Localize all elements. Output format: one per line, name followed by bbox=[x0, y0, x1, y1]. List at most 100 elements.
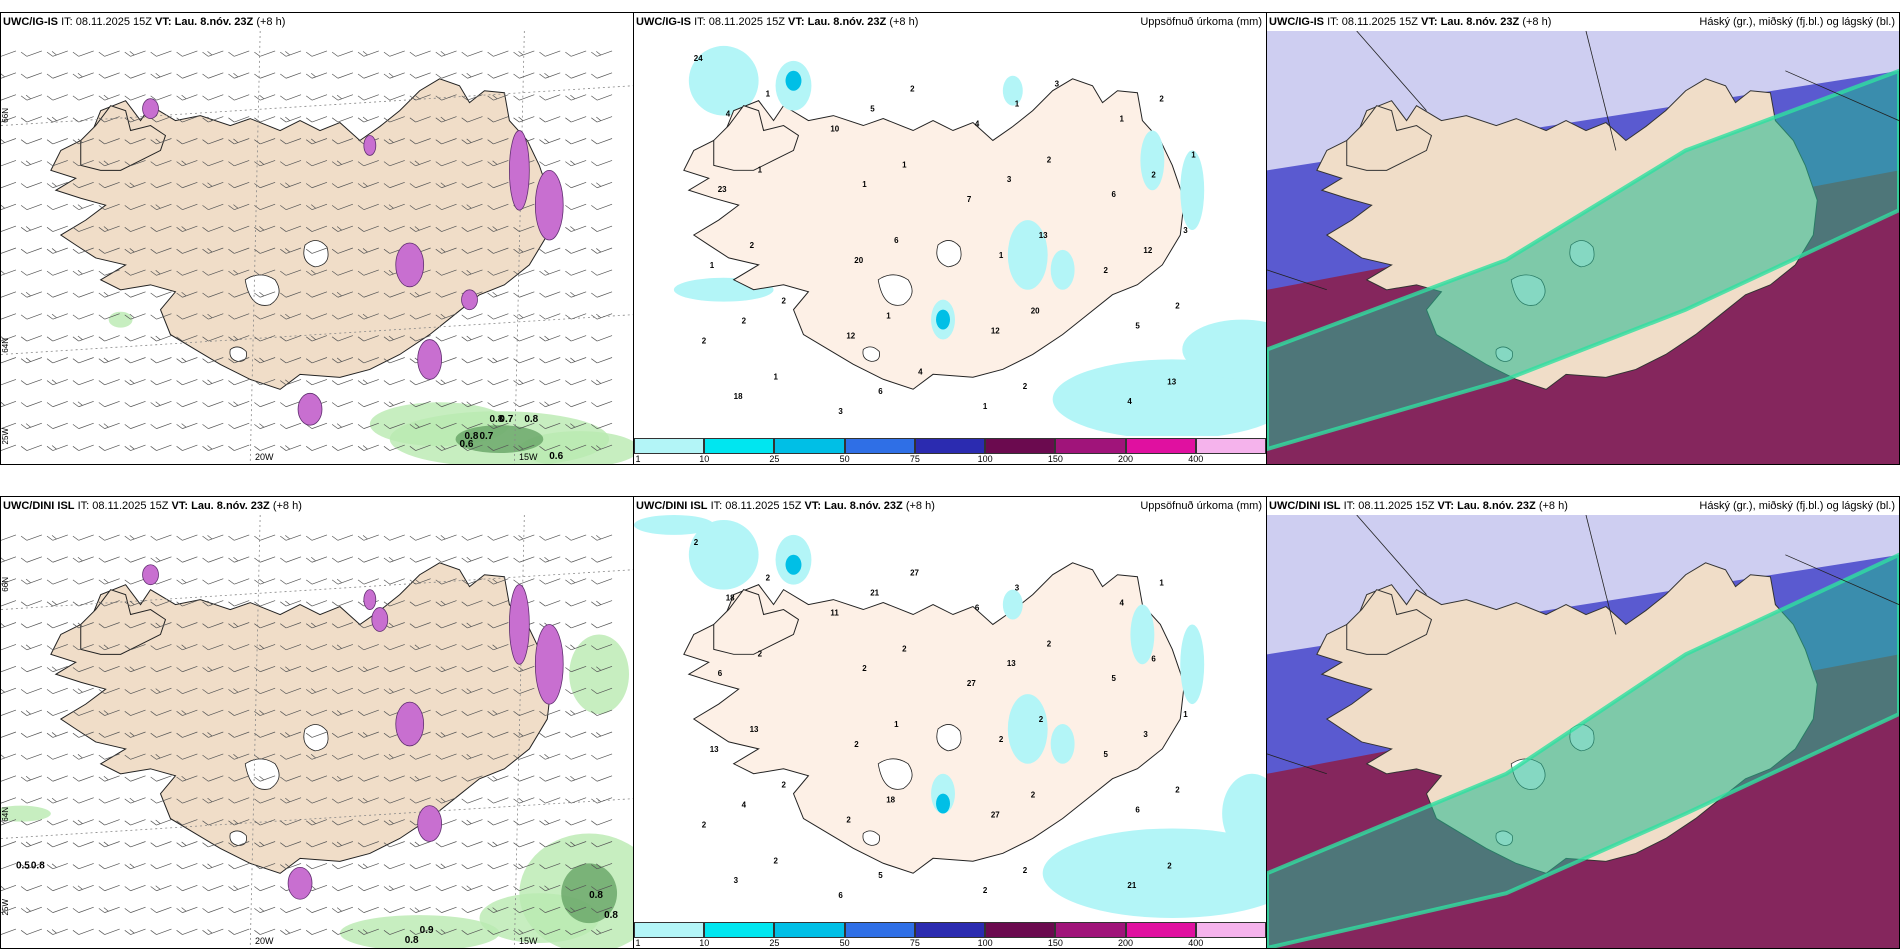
wind-barb bbox=[565, 928, 587, 935]
wind-barb bbox=[124, 665, 146, 673]
wind-barb bbox=[254, 400, 276, 408]
wind-barb bbox=[409, 600, 431, 607]
wind-barb bbox=[1, 644, 17, 651]
lat-label-64n: 64N bbox=[1, 338, 10, 353]
wind-barb bbox=[72, 819, 94, 826]
wind-barb bbox=[20, 313, 42, 320]
wind-barb bbox=[539, 819, 561, 826]
wind-barb bbox=[228, 203, 250, 210]
precip-value-label: 24 bbox=[694, 54, 703, 63]
wind-barb bbox=[124, 357, 146, 364]
precip-value-label: 2 bbox=[1031, 791, 1036, 800]
wind-barb bbox=[565, 665, 587, 673]
precip-area bbox=[936, 793, 950, 814]
wind-barb bbox=[357, 335, 379, 342]
wind-barb bbox=[176, 181, 198, 189]
wind-barb bbox=[435, 578, 457, 585]
lat-gridline bbox=[1, 314, 633, 355]
wind-barb bbox=[1, 797, 17, 804]
wind-barb bbox=[98, 269, 120, 276]
wind-barb bbox=[383, 775, 405, 782]
wind-barb bbox=[487, 709, 509, 716]
wind-barb bbox=[228, 400, 250, 408]
heavy-precip-area bbox=[371, 607, 389, 632]
wind-barb bbox=[176, 578, 198, 585]
wind-barb bbox=[461, 247, 483, 254]
wind-barb bbox=[228, 72, 250, 79]
wind-barb bbox=[150, 400, 172, 408]
wind-barb bbox=[254, 600, 276, 607]
wind-barb bbox=[150, 422, 172, 429]
wind-barb bbox=[539, 94, 561, 101]
panel-header: UWC/DINI ISL IT: 08.11.2025 15Z VT: Lau.… bbox=[1, 497, 633, 515]
wind-barb bbox=[228, 797, 250, 804]
precip-value-label: 1 bbox=[983, 402, 988, 411]
panel-title: Háský (gr.), miðský (fj.bl.) og lágský (… bbox=[1699, 16, 1895, 28]
wind-barb bbox=[124, 534, 146, 541]
wind-value-label: 0.7 bbox=[479, 431, 493, 442]
wind-barb bbox=[409, 622, 431, 629]
wind-barb bbox=[46, 72, 68, 79]
init-time: IT: 08.11.2025 15Z bbox=[710, 500, 802, 512]
wind-barb bbox=[435, 203, 457, 210]
wind-barb bbox=[254, 841, 276, 848]
wind-barb bbox=[331, 335, 354, 342]
wind-barb bbox=[409, 578, 431, 585]
wind-barb bbox=[565, 687, 587, 694]
heavy-precip-area bbox=[508, 584, 530, 665]
wind-barb bbox=[591, 534, 613, 541]
wind-barb bbox=[202, 644, 224, 651]
wind-barb bbox=[409, 225, 431, 232]
wind-barb bbox=[383, 203, 405, 210]
wind-barb bbox=[150, 160, 172, 167]
wind-barb bbox=[435, 731, 457, 738]
wind-barb bbox=[176, 731, 198, 738]
wind-barb bbox=[150, 247, 172, 254]
colorbar-swatch bbox=[634, 438, 705, 454]
vt-label: VT: bbox=[804, 500, 822, 512]
wind-barb bbox=[98, 357, 120, 364]
wind-barb bbox=[46, 225, 68, 232]
wind-barb bbox=[98, 797, 120, 804]
wind-barb bbox=[202, 687, 224, 694]
wind-barb bbox=[228, 928, 250, 935]
wind-barb bbox=[487, 622, 509, 629]
precip-value-label: 2 bbox=[758, 649, 763, 658]
wind-barb bbox=[150, 709, 172, 716]
wind-barb bbox=[357, 444, 379, 451]
boundary-line bbox=[1356, 31, 1427, 111]
wind-barb bbox=[513, 291, 535, 298]
wind-barb bbox=[461, 819, 483, 826]
wind-barb bbox=[202, 731, 224, 738]
wind-barb bbox=[487, 116, 509, 123]
heavy-precip-area bbox=[142, 98, 159, 119]
wind-barb bbox=[20, 247, 42, 254]
precip-value-label: 4 bbox=[975, 120, 980, 129]
wind-barb bbox=[591, 247, 613, 254]
high-cloud-edge bbox=[1267, 68, 1899, 452]
wind-barb bbox=[409, 335, 431, 342]
wind-barb bbox=[98, 775, 120, 782]
wind-barb bbox=[305, 863, 328, 870]
wind-barb bbox=[72, 422, 94, 429]
wind-barb bbox=[1, 94, 17, 101]
colorbar-tick: 200 bbox=[1118, 938, 1134, 948]
wind-barb bbox=[1, 72, 17, 79]
precip-area bbox=[1052, 359, 1266, 436]
wind-barb bbox=[254, 50, 276, 57]
wind-barb bbox=[124, 731, 146, 738]
wind-barb bbox=[461, 94, 483, 101]
wind-barb bbox=[20, 138, 42, 145]
wind-barb bbox=[305, 116, 328, 123]
precip-value-label: 3 bbox=[1007, 175, 1012, 184]
wind-barb bbox=[202, 534, 224, 541]
wind-barb bbox=[176, 884, 198, 892]
wind-barb bbox=[254, 534, 276, 541]
precip-value-label: 1 bbox=[999, 251, 1004, 260]
wind-barb bbox=[46, 644, 68, 651]
wind-barb bbox=[280, 819, 302, 826]
wind-barb bbox=[435, 884, 457, 892]
init-time: IT: 08.11.2025 15Z bbox=[1327, 16, 1418, 28]
heavy-precip-area bbox=[417, 805, 443, 842]
iceland-landmass bbox=[50, 562, 552, 874]
